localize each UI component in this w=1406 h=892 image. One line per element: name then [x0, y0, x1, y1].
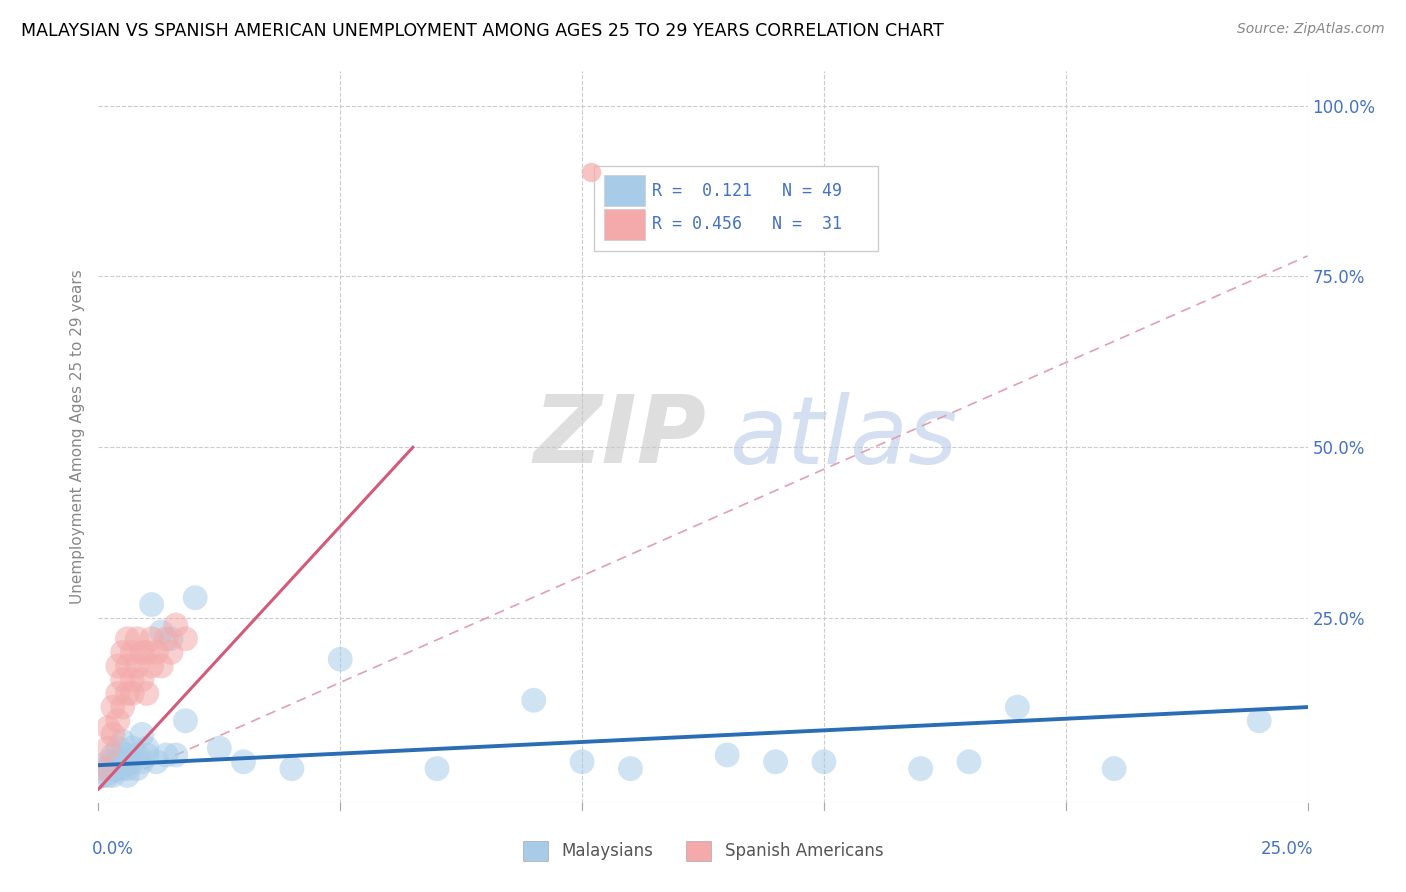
Point: [1007, 700, 1029, 714]
Point: [1102, 762, 1125, 776]
Point: [127, 747, 149, 762]
Point: [184, 591, 207, 605]
Point: [165, 747, 187, 762]
Point: [135, 747, 157, 762]
Point: [107, 741, 129, 756]
Point: [150, 659, 173, 673]
Point: [619, 762, 641, 776]
Point: [165, 618, 187, 632]
Point: [155, 747, 177, 762]
Point: [111, 700, 134, 714]
Point: [127, 762, 149, 776]
Point: [813, 755, 835, 769]
Point: [145, 645, 167, 659]
FancyBboxPatch shape: [603, 209, 645, 240]
Text: 0.0%: 0.0%: [93, 840, 134, 858]
Point: [160, 632, 183, 646]
Point: [121, 645, 143, 659]
Point: [107, 762, 129, 776]
Point: [117, 686, 139, 700]
Point: [97, 768, 120, 782]
Point: [97, 755, 120, 769]
Text: ZIP: ZIP: [534, 391, 707, 483]
Point: [117, 768, 139, 782]
Point: [131, 755, 153, 769]
Point: [117, 632, 139, 646]
Point: [523, 693, 546, 707]
Point: [127, 632, 149, 646]
Point: [101, 755, 124, 769]
Point: [101, 700, 124, 714]
Point: [174, 632, 197, 646]
Point: [111, 734, 134, 748]
Point: [131, 645, 153, 659]
Text: Source: ZipAtlas.com: Source: ZipAtlas.com: [1237, 22, 1385, 37]
Point: [121, 755, 143, 769]
Point: [135, 686, 157, 700]
Point: [160, 645, 183, 659]
Point: [1249, 714, 1271, 728]
Text: R =  0.121   N = 49: R = 0.121 N = 49: [652, 182, 842, 200]
Point: [121, 741, 143, 756]
Point: [131, 673, 153, 687]
Text: R = 0.456   N =  31: R = 0.456 N = 31: [652, 215, 842, 233]
Point: [117, 762, 139, 776]
Point: [121, 673, 143, 687]
Point: [329, 652, 352, 666]
Point: [716, 747, 738, 762]
Point: [150, 624, 173, 639]
Point: [111, 645, 134, 659]
Point: [107, 714, 129, 728]
Point: [91, 762, 114, 776]
Point: [101, 747, 124, 762]
Point: [131, 727, 153, 741]
Point: [111, 762, 134, 776]
Point: [426, 762, 449, 776]
Point: [135, 645, 157, 659]
Point: [117, 659, 139, 673]
FancyBboxPatch shape: [603, 175, 645, 206]
Point: [121, 686, 143, 700]
Point: [145, 755, 167, 769]
Point: [957, 755, 980, 769]
Legend: Malaysians, Spanish Americans: Malaysians, Spanish Americans: [516, 834, 890, 868]
Point: [141, 598, 163, 612]
Point: [174, 714, 197, 728]
Point: [97, 741, 120, 756]
Point: [111, 755, 134, 769]
Text: 25.0%: 25.0%: [1261, 840, 1313, 858]
Point: [141, 659, 163, 673]
Point: [91, 768, 114, 782]
Point: [117, 747, 139, 762]
Point: [101, 762, 124, 776]
Text: MALAYSIAN VS SPANISH AMERICAN UNEMPLOYMENT AMONG AGES 25 TO 29 YEARS CORRELATION: MALAYSIAN VS SPANISH AMERICAN UNEMPLOYME…: [21, 22, 943, 40]
Point: [107, 659, 129, 673]
Point: [571, 755, 593, 769]
Y-axis label: Unemployment Among Ages 25 to 29 years: Unemployment Among Ages 25 to 29 years: [69, 269, 84, 605]
Point: [135, 741, 157, 756]
Point: [107, 686, 129, 700]
Point: [97, 762, 120, 776]
Text: atlas: atlas: [730, 392, 957, 483]
Point: [101, 768, 124, 782]
Point: [155, 632, 177, 646]
Point: [765, 755, 787, 769]
Point: [281, 762, 304, 776]
FancyBboxPatch shape: [595, 167, 879, 251]
Point: [127, 659, 149, 673]
Point: [141, 632, 163, 646]
Point: [111, 673, 134, 687]
Point: [107, 755, 129, 769]
Point: [208, 741, 231, 756]
Point: [97, 721, 120, 735]
Point: [910, 762, 932, 776]
Point: [232, 755, 254, 769]
Point: [101, 727, 124, 741]
